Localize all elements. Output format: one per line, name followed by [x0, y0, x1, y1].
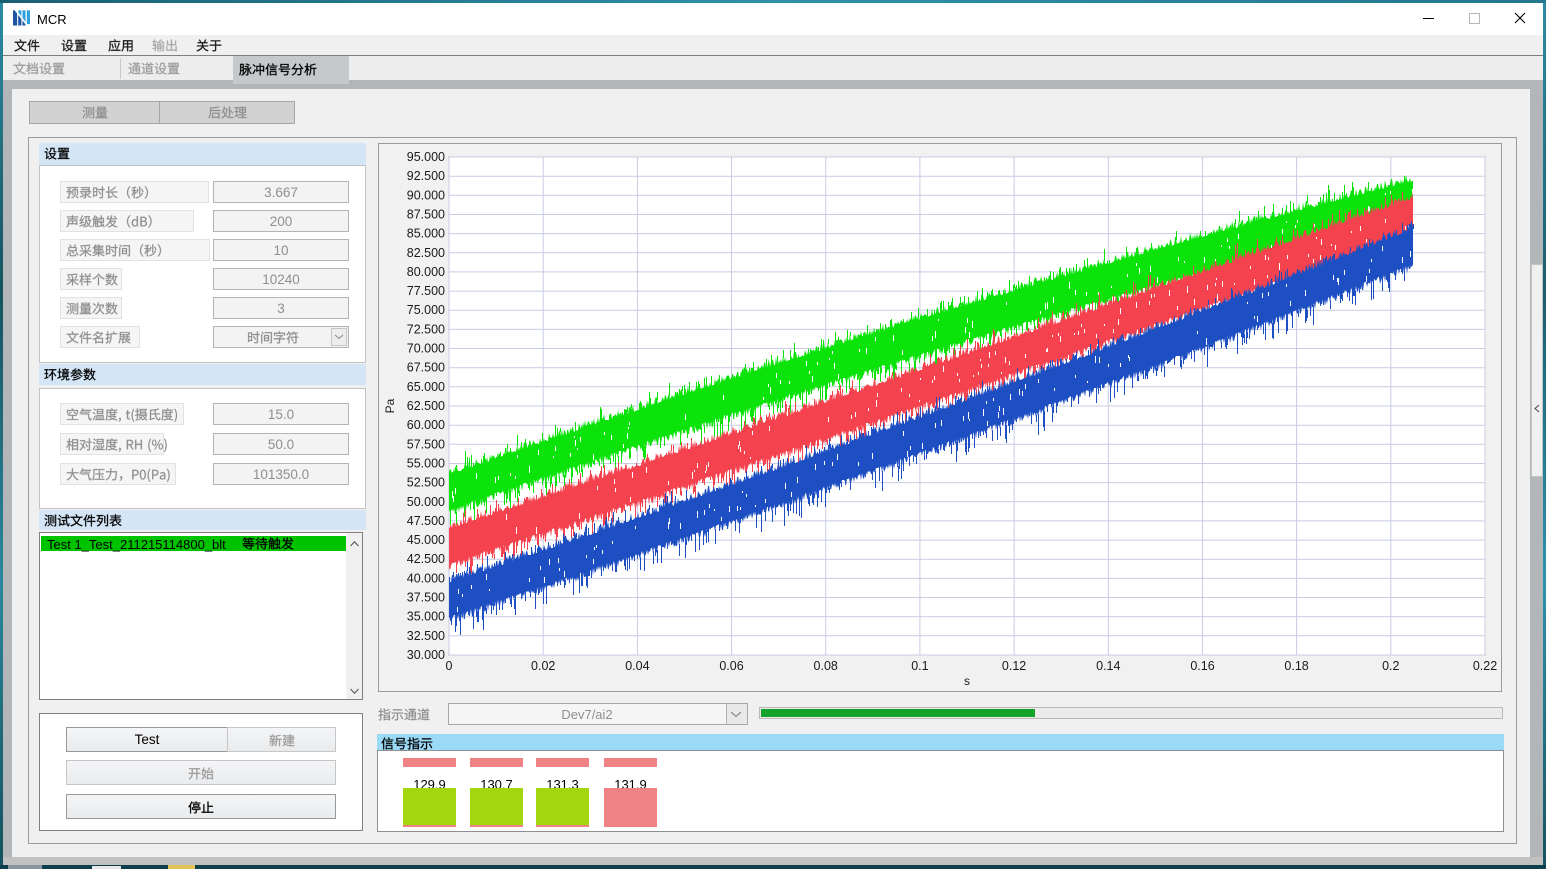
svg-text:32.500: 32.500	[407, 629, 445, 643]
svg-text:82.500: 82.500	[407, 246, 445, 260]
svg-text:Pa: Pa	[383, 398, 397, 413]
svg-text:0.18: 0.18	[1284, 659, 1308, 673]
svg-text:0.06: 0.06	[719, 659, 743, 673]
svg-text:s: s	[964, 674, 970, 688]
svg-text:87.500: 87.500	[407, 208, 445, 222]
svg-text:65.000: 65.000	[407, 380, 445, 394]
svg-text:0.2: 0.2	[1382, 659, 1399, 673]
svg-text:57.500: 57.500	[407, 437, 445, 451]
svg-text:60.000: 60.000	[407, 418, 445, 432]
svg-text:37.500: 37.500	[407, 591, 445, 605]
svg-text:50.000: 50.000	[407, 495, 445, 509]
svg-text:0.02: 0.02	[531, 659, 555, 673]
svg-text:90.000: 90.000	[407, 188, 445, 202]
svg-text:0.08: 0.08	[814, 659, 838, 673]
svg-text:40.000: 40.000	[407, 571, 445, 585]
svg-text:67.500: 67.500	[407, 361, 445, 375]
svg-text:85.000: 85.000	[407, 227, 445, 241]
svg-text:0.1: 0.1	[911, 659, 928, 673]
svg-text:95.000: 95.000	[407, 150, 445, 164]
svg-text:52.500: 52.500	[407, 476, 445, 490]
svg-text:0.16: 0.16	[1190, 659, 1214, 673]
svg-text:0: 0	[446, 659, 453, 673]
svg-text:35.000: 35.000	[407, 610, 445, 624]
svg-text:45.000: 45.000	[407, 533, 445, 547]
svg-text:77.500: 77.500	[407, 284, 445, 298]
svg-text:80.000: 80.000	[407, 265, 445, 279]
svg-text:92.500: 92.500	[407, 169, 445, 183]
svg-text:70.000: 70.000	[407, 342, 445, 356]
svg-text:47.500: 47.500	[407, 514, 445, 528]
svg-text:0.04: 0.04	[625, 659, 649, 673]
svg-text:62.500: 62.500	[407, 399, 445, 413]
svg-text:72.500: 72.500	[407, 322, 445, 336]
svg-text:42.500: 42.500	[407, 552, 445, 566]
svg-text:30.000: 30.000	[407, 648, 445, 662]
svg-text:75.000: 75.000	[407, 303, 445, 317]
svg-text:0.22: 0.22	[1473, 659, 1497, 673]
svg-text:55.000: 55.000	[407, 457, 445, 471]
svg-text:0.12: 0.12	[1002, 659, 1026, 673]
svg-text:0.14: 0.14	[1096, 659, 1120, 673]
